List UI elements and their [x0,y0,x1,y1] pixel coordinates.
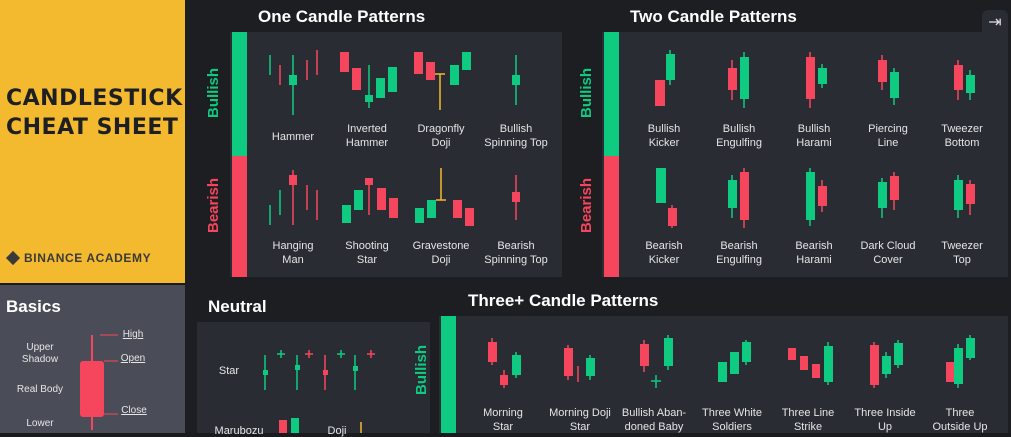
bullish-label: Bullish [578,67,595,118]
pattern-label: Three Inside Up [854,407,916,433]
pattern-label: Morning Star [483,407,523,433]
bearish-band [604,156,619,277]
bearish-band [232,156,247,277]
one-candle-title: One Candle Patterns [258,7,426,26]
bullish-band [441,316,456,433]
upper-shadow-label: Upper Shadow [21,342,59,365]
real-body-label: Real Body [16,384,64,395]
bullish-band [604,32,619,156]
neutral-glyphs [263,350,375,433]
lower-shadow-label: Lower [26,418,54,429]
three-candle-title: Three+ Candle Patterns [468,291,659,310]
left-column: CANDLESTICK CHEAT SHEET BINANCE ACADEMY … [0,0,185,433]
binance-logo-icon [5,250,21,266]
pattern-label: Tweezer Bottom [941,123,983,149]
basics-title: Basics [6,297,61,316]
bearish-label: Bearish [578,177,595,233]
pattern-label: Bullish Engulfing [716,123,762,149]
title-card [0,0,185,283]
page-title: CANDLESTICK CHEAT SHEET [6,86,183,140]
open-label: Open [120,353,146,364]
neutral-title: Neutral [208,297,267,316]
pattern-label: Morning Doji Star [549,407,611,433]
pattern-label: Three Outside Up [932,407,988,433]
pattern-label: Piercing Line [868,123,908,149]
pattern-label: Bullish Aban- doned Baby [621,407,687,433]
pattern-label: Inverted Hammer [345,123,389,149]
pattern-label: Bullish Harami [796,123,832,149]
pattern-label: Gravestone Doji [412,240,470,266]
three-candle-glyphs [488,335,975,388]
one-candle-glyphs [269,50,520,226]
pattern-label: Bearish Harami [795,240,833,266]
pattern-label: Bullish Spinning Top [484,123,548,149]
pattern-label: Dragonfly Doji [417,123,465,149]
brand-logo: BINANCE ACADEMY [5,250,151,266]
pattern-label: Tweezer Top [941,240,983,266]
pattern-label: Bearish Kicker [645,240,683,266]
bullish-label: Bullish [205,67,222,118]
bullish-label: Bullish [413,344,430,395]
pattern-label: Bearish Spinning Top [484,240,548,266]
pattern-label: Hammer [271,131,315,143]
pattern-label: Dark Cloud Cover [860,240,916,266]
neutral-panel [197,322,430,433]
pattern-label: Hanging Man [272,240,314,266]
pattern-label: Bullish Kicker [647,123,681,149]
basics-candle-diagram [80,334,118,430]
bearish-label: Bearish [205,177,222,233]
close-label: Close [121,405,147,416]
pattern-label: Three White Soldiers [702,407,762,433]
pattern-label: Three Line Strike [781,407,835,433]
two-candle-glyphs [655,50,975,228]
exit-icon[interactable]: ⇥ [982,10,1008,36]
star-label: Star [218,365,240,377]
bullish-band [232,32,247,156]
pattern-label: Shooting Star [345,240,389,266]
pattern-label: Bearish Engulfing [716,240,762,266]
high-label: High [122,329,144,340]
two-candle-title: Two Candle Patterns [630,7,797,26]
